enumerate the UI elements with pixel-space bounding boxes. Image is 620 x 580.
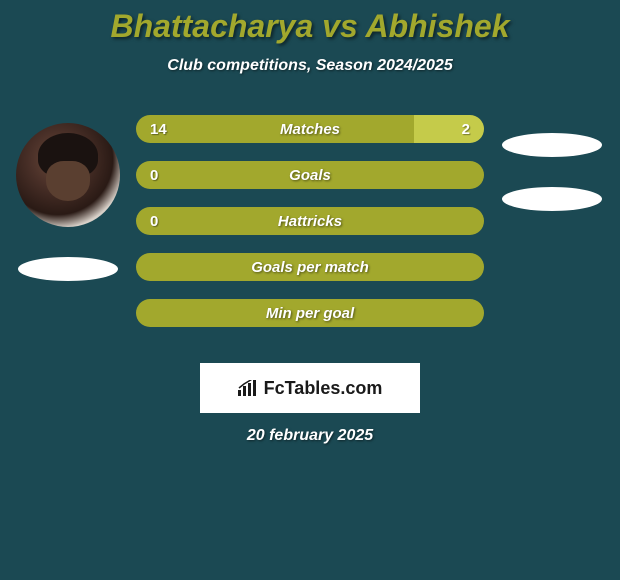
player-left-name-badge bbox=[18, 257, 118, 281]
comparison-content: 14 2 Matches 0 Goals 0 Hattricks Goals p… bbox=[0, 115, 620, 345]
stat-bar-full bbox=[136, 253, 484, 281]
stat-left-value: 14 bbox=[136, 115, 414, 143]
player-right-name-badge bbox=[502, 133, 602, 157]
comparison-widget: Bhattacharya vs Abhishek Club competitio… bbox=[0, 0, 620, 445]
stat-row-hattricks: 0 Hattricks bbox=[136, 207, 484, 235]
stat-bar-full bbox=[136, 299, 484, 327]
stat-left-value: 0 bbox=[136, 207, 484, 235]
stat-row-goals-per-match: Goals per match bbox=[136, 253, 484, 281]
player-right-name-badge-2 bbox=[502, 187, 602, 211]
stat-row-min-per-goal: Min per goal bbox=[136, 299, 484, 327]
stat-row-goals: 0 Goals bbox=[136, 161, 484, 189]
stat-row-matches: 14 2 Matches bbox=[136, 115, 484, 143]
stat-right-value: 2 bbox=[414, 115, 484, 143]
stats-bars: 14 2 Matches 0 Goals 0 Hattricks Goals p… bbox=[128, 115, 492, 345]
logo-box: FcTables.com bbox=[200, 363, 420, 413]
stat-left-value: 0 bbox=[136, 161, 484, 189]
page-subtitle: Club competitions, Season 2024/2025 bbox=[0, 57, 620, 75]
logo-text: FcTables.com bbox=[264, 378, 383, 399]
page-title: Bhattacharya vs Abhishek bbox=[0, 8, 620, 45]
date-text: 20 february 2025 bbox=[0, 427, 620, 445]
player-left-avatar bbox=[16, 123, 120, 227]
player-right-column bbox=[492, 115, 612, 241]
player-left-column bbox=[8, 115, 128, 281]
chart-icon bbox=[238, 380, 258, 396]
